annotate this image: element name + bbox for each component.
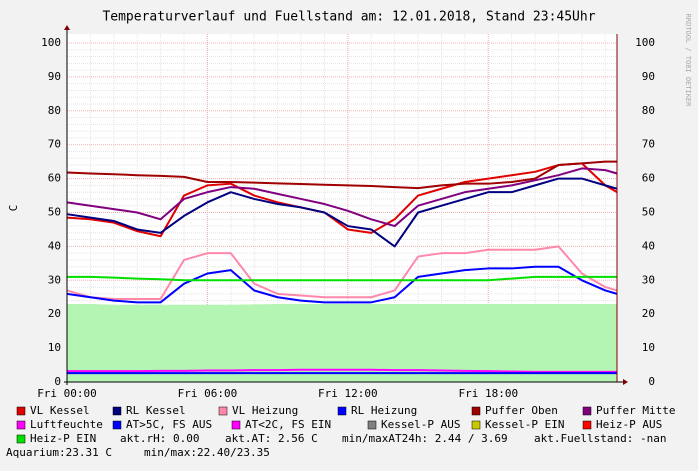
marks — [66, 160, 618, 382]
legend-label: RL Kessel — [126, 404, 186, 417]
y-tick-label: 90 — [48, 70, 61, 83]
legend-swatch — [471, 420, 481, 430]
y-tick-label-right: 60 — [642, 172, 655, 185]
x-tick-label: Fri 18:00 — [458, 387, 518, 400]
legend-swatch — [16, 420, 26, 430]
area — [67, 304, 617, 382]
y-tick-label-right: 90 — [642, 70, 655, 83]
legend-swatch — [231, 420, 241, 430]
legend-label: RL Heizung — [351, 404, 417, 417]
legend-swatch — [112, 406, 122, 416]
status-text: min/maxAT24h: 2.44 / 3.69 — [342, 432, 508, 445]
y-tick-label: 70 — [48, 138, 61, 151]
legend-label: VL Heizung — [232, 404, 298, 417]
x-axis-arrow — [623, 379, 628, 385]
legend-swatch — [112, 420, 122, 430]
status-text: akt.Fuellstand: -nan — [534, 432, 666, 445]
y-tick-label-right: 10 — [642, 341, 655, 354]
series-line — [66, 245, 618, 300]
axes: 0 0 10 10 20 20 30 30 40 40 50 50 60 60 70 70 80 80 90 90 10… — [37, 25, 655, 400]
status-text: akt.AT: 2.56 C — [225, 432, 318, 445]
legend-swatch — [218, 406, 228, 416]
watermark: RRDTOOL / TOBI OETIKER — [684, 14, 692, 108]
legend-swatch — [582, 420, 592, 430]
legend-label: VL Kessel — [30, 404, 90, 417]
footer-text: min/max:22.40/23.35 — [144, 446, 270, 459]
legend-label: Kessel-P AUS — [381, 418, 460, 431]
legend-swatch — [582, 406, 592, 416]
y-tick-label: 80 — [48, 104, 61, 117]
legend-label: AT<2C, FS EIN — [245, 418, 331, 431]
legend-label: Heiz-P AUS — [596, 418, 662, 431]
legend-swatch — [471, 406, 481, 416]
series-line — [66, 265, 618, 304]
legend-swatch — [16, 406, 26, 416]
status-text: akt.rH: 0.00 — [120, 432, 199, 445]
y-tick-label-right: 30 — [642, 273, 655, 286]
legend-label: Luftfeuchte — [30, 418, 103, 431]
series-line — [67, 275, 617, 282]
series-line — [67, 368, 617, 373]
y-tick-label: 20 — [48, 307, 61, 320]
y-tick-label: 40 — [48, 239, 61, 252]
y-tick-label: 60 — [48, 172, 61, 185]
y-tick-label: 50 — [48, 206, 61, 219]
series-line — [66, 162, 618, 238]
y-tick-label-right: 80 — [642, 104, 655, 117]
y-tick-label-right: 70 — [642, 138, 655, 151]
y-tick-label-right: 40 — [642, 239, 655, 252]
footer-text: Aquarium:23.31 C — [6, 446, 112, 459]
y-tick-label: 30 — [48, 273, 61, 286]
legend-label: Heiz-P EIN — [30, 432, 96, 445]
y-axis-arrow — [64, 25, 70, 30]
legend-swatch — [16, 434, 26, 444]
series-line — [66, 177, 618, 248]
legend-label: AT>5C, FS AUS — [126, 418, 212, 431]
y-tick-label: 10 — [48, 341, 61, 354]
y-axis-label: C — [7, 205, 20, 212]
x-tick-label: Fri 12:00 — [318, 387, 378, 400]
series-line — [66, 160, 617, 190]
series-line — [66, 167, 618, 228]
y-tick-label: 100 — [41, 36, 61, 49]
chart-title: Temperaturverlauf und Fuellstand am: 12.… — [102, 10, 595, 25]
x-tick-label: Fri 00:00 — [37, 387, 97, 400]
y-tick-label-right: 100 — [635, 36, 655, 49]
y-tick-label-right: 50 — [642, 206, 655, 219]
legend-swatch — [367, 420, 377, 430]
y-tick-label-right: 0 — [648, 375, 655, 388]
x-tick-label: Fri 06:00 — [178, 387, 238, 400]
y-tick-label-right: 20 — [642, 307, 655, 320]
legend-label: Puffer Mitte — [596, 404, 675, 417]
legend-label: Kessel-P EIN — [485, 418, 564, 431]
legend-label: Puffer Oben — [485, 404, 558, 417]
y-tick-label: 0 — [54, 375, 61, 388]
legend-swatch — [337, 406, 347, 416]
